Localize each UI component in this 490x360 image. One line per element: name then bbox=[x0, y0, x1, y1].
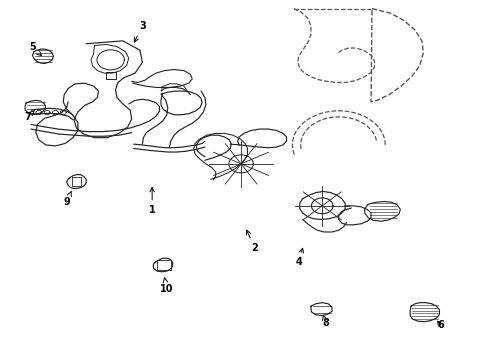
Text: 7: 7 bbox=[24, 111, 34, 122]
Text: 8: 8 bbox=[322, 315, 329, 328]
Text: 3: 3 bbox=[134, 21, 146, 42]
Text: 2: 2 bbox=[246, 230, 258, 253]
Text: 4: 4 bbox=[295, 248, 304, 267]
Text: 10: 10 bbox=[160, 278, 173, 294]
Text: 5: 5 bbox=[29, 42, 42, 55]
Text: 1: 1 bbox=[149, 188, 155, 216]
Text: 9: 9 bbox=[63, 191, 72, 207]
Text: 6: 6 bbox=[437, 320, 444, 330]
